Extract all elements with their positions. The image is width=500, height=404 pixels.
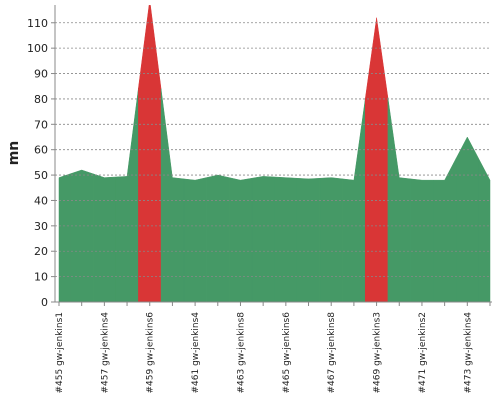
plot-area (58, 5, 491, 302)
area-slice (410, 178, 434, 302)
area-slice (364, 17, 389, 302)
area-slice (160, 88, 185, 302)
area-slice (478, 158, 491, 302)
area-slice (206, 174, 230, 302)
x-tick-label: #467 gw-jenkins8 (327, 312, 337, 394)
y-tick-label: 110 (27, 17, 48, 30)
y-tick-label: 70 (34, 118, 48, 131)
y-axis-label: mn (6, 141, 22, 166)
area-slice (433, 158, 457, 302)
y-tick-label: 20 (34, 245, 48, 258)
x-tick-label: #465 gw-jenkins6 (282, 312, 292, 394)
area-slice (319, 177, 343, 302)
x-tick-label: #457 gw-jenkins4 (100, 312, 110, 394)
y-tick-label: 90 (34, 68, 48, 81)
y-tick-label: 0 (41, 296, 48, 309)
x-tick-label: #471 gw-jenkins2 (418, 312, 428, 393)
area-slice (92, 173, 116, 302)
area-slice (342, 98, 366, 302)
y-tick-label: 10 (34, 271, 48, 284)
y-tick-label: 50 (34, 169, 48, 182)
area-slice (115, 88, 139, 302)
area-slice (387, 97, 411, 302)
y-tick-label: 40 (34, 194, 48, 207)
x-tick-label: #469 gw-jenkins3 (373, 312, 383, 393)
area-slice (296, 177, 321, 302)
area-slice (183, 177, 207, 302)
y-tick-label: 30 (34, 220, 48, 233)
area-slice (251, 176, 275, 302)
y-tick-label: 80 (34, 93, 48, 106)
x-tick-label: #455 gw-jenkins1 (55, 312, 65, 393)
area-slice (138, 5, 162, 302)
x-tick-label: #473 gw-jenkins4 (463, 312, 473, 394)
x-tick-label: #459 gw-jenkins6 (146, 312, 156, 394)
area-slice (274, 176, 298, 302)
area-slice (58, 173, 71, 302)
y-tick-label: 60 (34, 144, 48, 157)
y-tick-label: 100 (27, 42, 48, 55)
area-slice (70, 169, 94, 302)
area-slice (228, 177, 253, 302)
x-tick-label: #461 gw-jenkins4 (191, 312, 201, 394)
area-slice (455, 136, 479, 302)
x-tick-label: #463 gw-jenkins8 (236, 312, 246, 394)
